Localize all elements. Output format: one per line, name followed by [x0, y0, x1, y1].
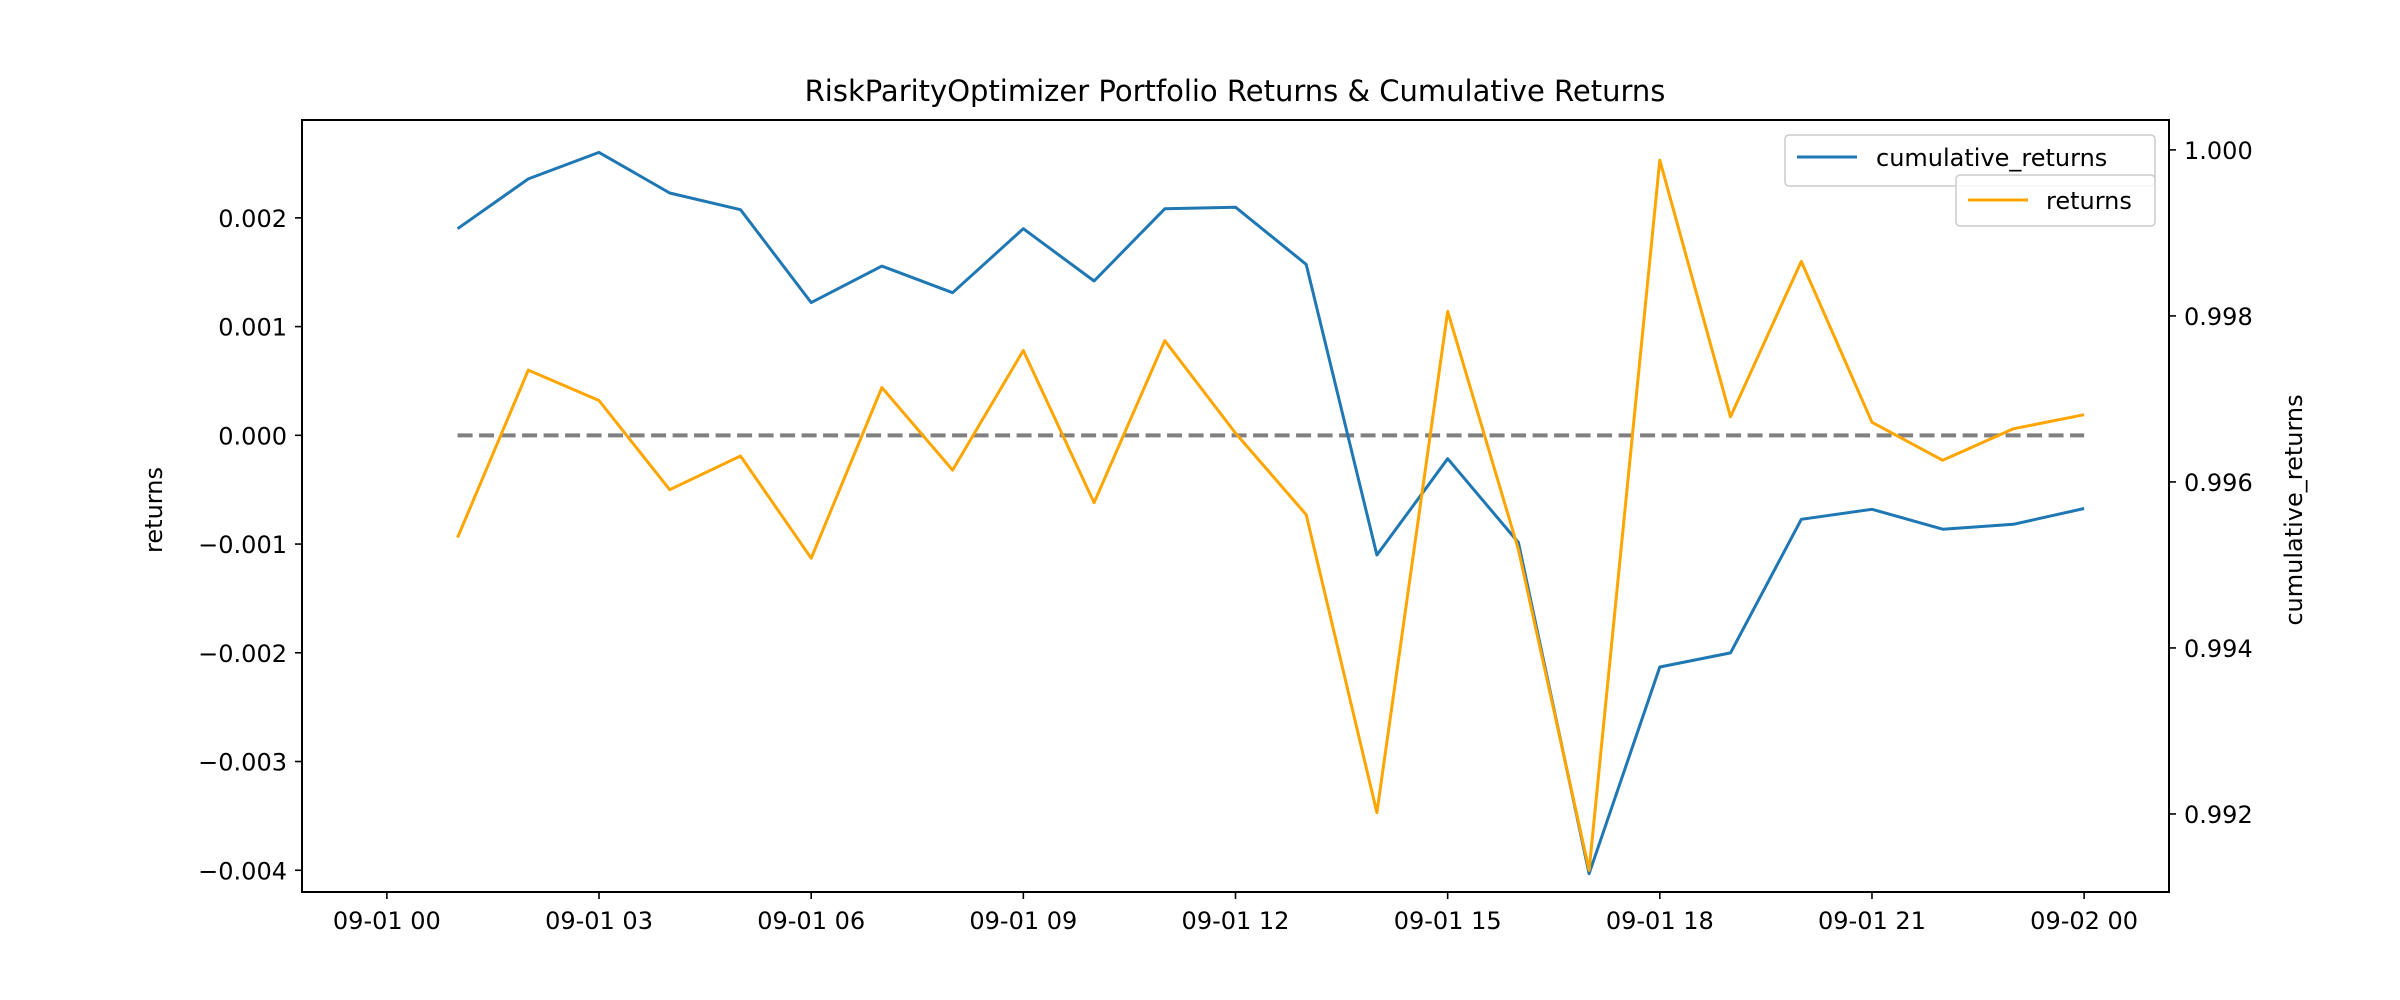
x-axis: 09-01 00 09-01 03 09-01 06 09-01 09 09-01 12… [333, 892, 2138, 935]
y-axis-right: 1.000 0.998 0.996 0.994 0.992 [2169, 137, 2253, 829]
x-tick-label: 09-01 12 [1182, 907, 1290, 935]
y-right-tick-label: 1.000 [2184, 137, 2253, 165]
y-left-tick-label: 0.001 [218, 314, 287, 342]
legend-label-cumulative-returns: cumulative_returns [1876, 144, 2107, 172]
y-left-tick-label: −0.004 [198, 857, 287, 885]
y-right-tick-label: 0.998 [2184, 303, 2253, 331]
y-axis-right-label: cumulative_returns [2280, 394, 2308, 625]
y-left-tick-label: −0.003 [198, 749, 287, 777]
y-axis-left: 0.002 0.001 0.000 −0.001 −0.002 −0.003 −0.004 [198, 205, 302, 885]
x-tick-label: 09-01 03 [545, 907, 653, 935]
x-tick-label: 09-02 00 [2030, 907, 2138, 935]
y-right-tick-label: 0.994 [2184, 635, 2253, 663]
y-right-tick-label: 0.992 [2184, 801, 2253, 829]
y-left-tick-label: 0.002 [218, 205, 287, 233]
legend-box-returns [1955, 174, 2156, 227]
y-left-tick-label: −0.001 [198, 531, 287, 559]
series-line-cumulative-returns [456, 150, 2085, 876]
legend: cumulative_returns returns [1784, 134, 2156, 227]
y-right-tick-label: 0.996 [2184, 469, 2253, 497]
x-tick-label: 09-01 15 [1394, 907, 1502, 935]
y-left-tick-label: 0.000 [218, 422, 287, 450]
chart-title: RiskParityOptimizer Portfolio Returns & … [805, 74, 1666, 108]
legend-label-returns: returns [2046, 187, 2132, 215]
x-tick-label: 09-01 00 [333, 907, 441, 935]
y-axis-left-label: returns [140, 467, 168, 553]
x-tick-label: 09-01 21 [1818, 907, 1926, 935]
plot-area [456, 150, 2085, 876]
x-tick-label: 09-01 18 [1606, 907, 1714, 935]
x-tick-label: 09-01 06 [757, 907, 865, 935]
y-left-tick-label: −0.002 [198, 640, 287, 668]
x-tick-label: 09-01 09 [969, 907, 1077, 935]
series-line-returns [456, 158, 2085, 872]
